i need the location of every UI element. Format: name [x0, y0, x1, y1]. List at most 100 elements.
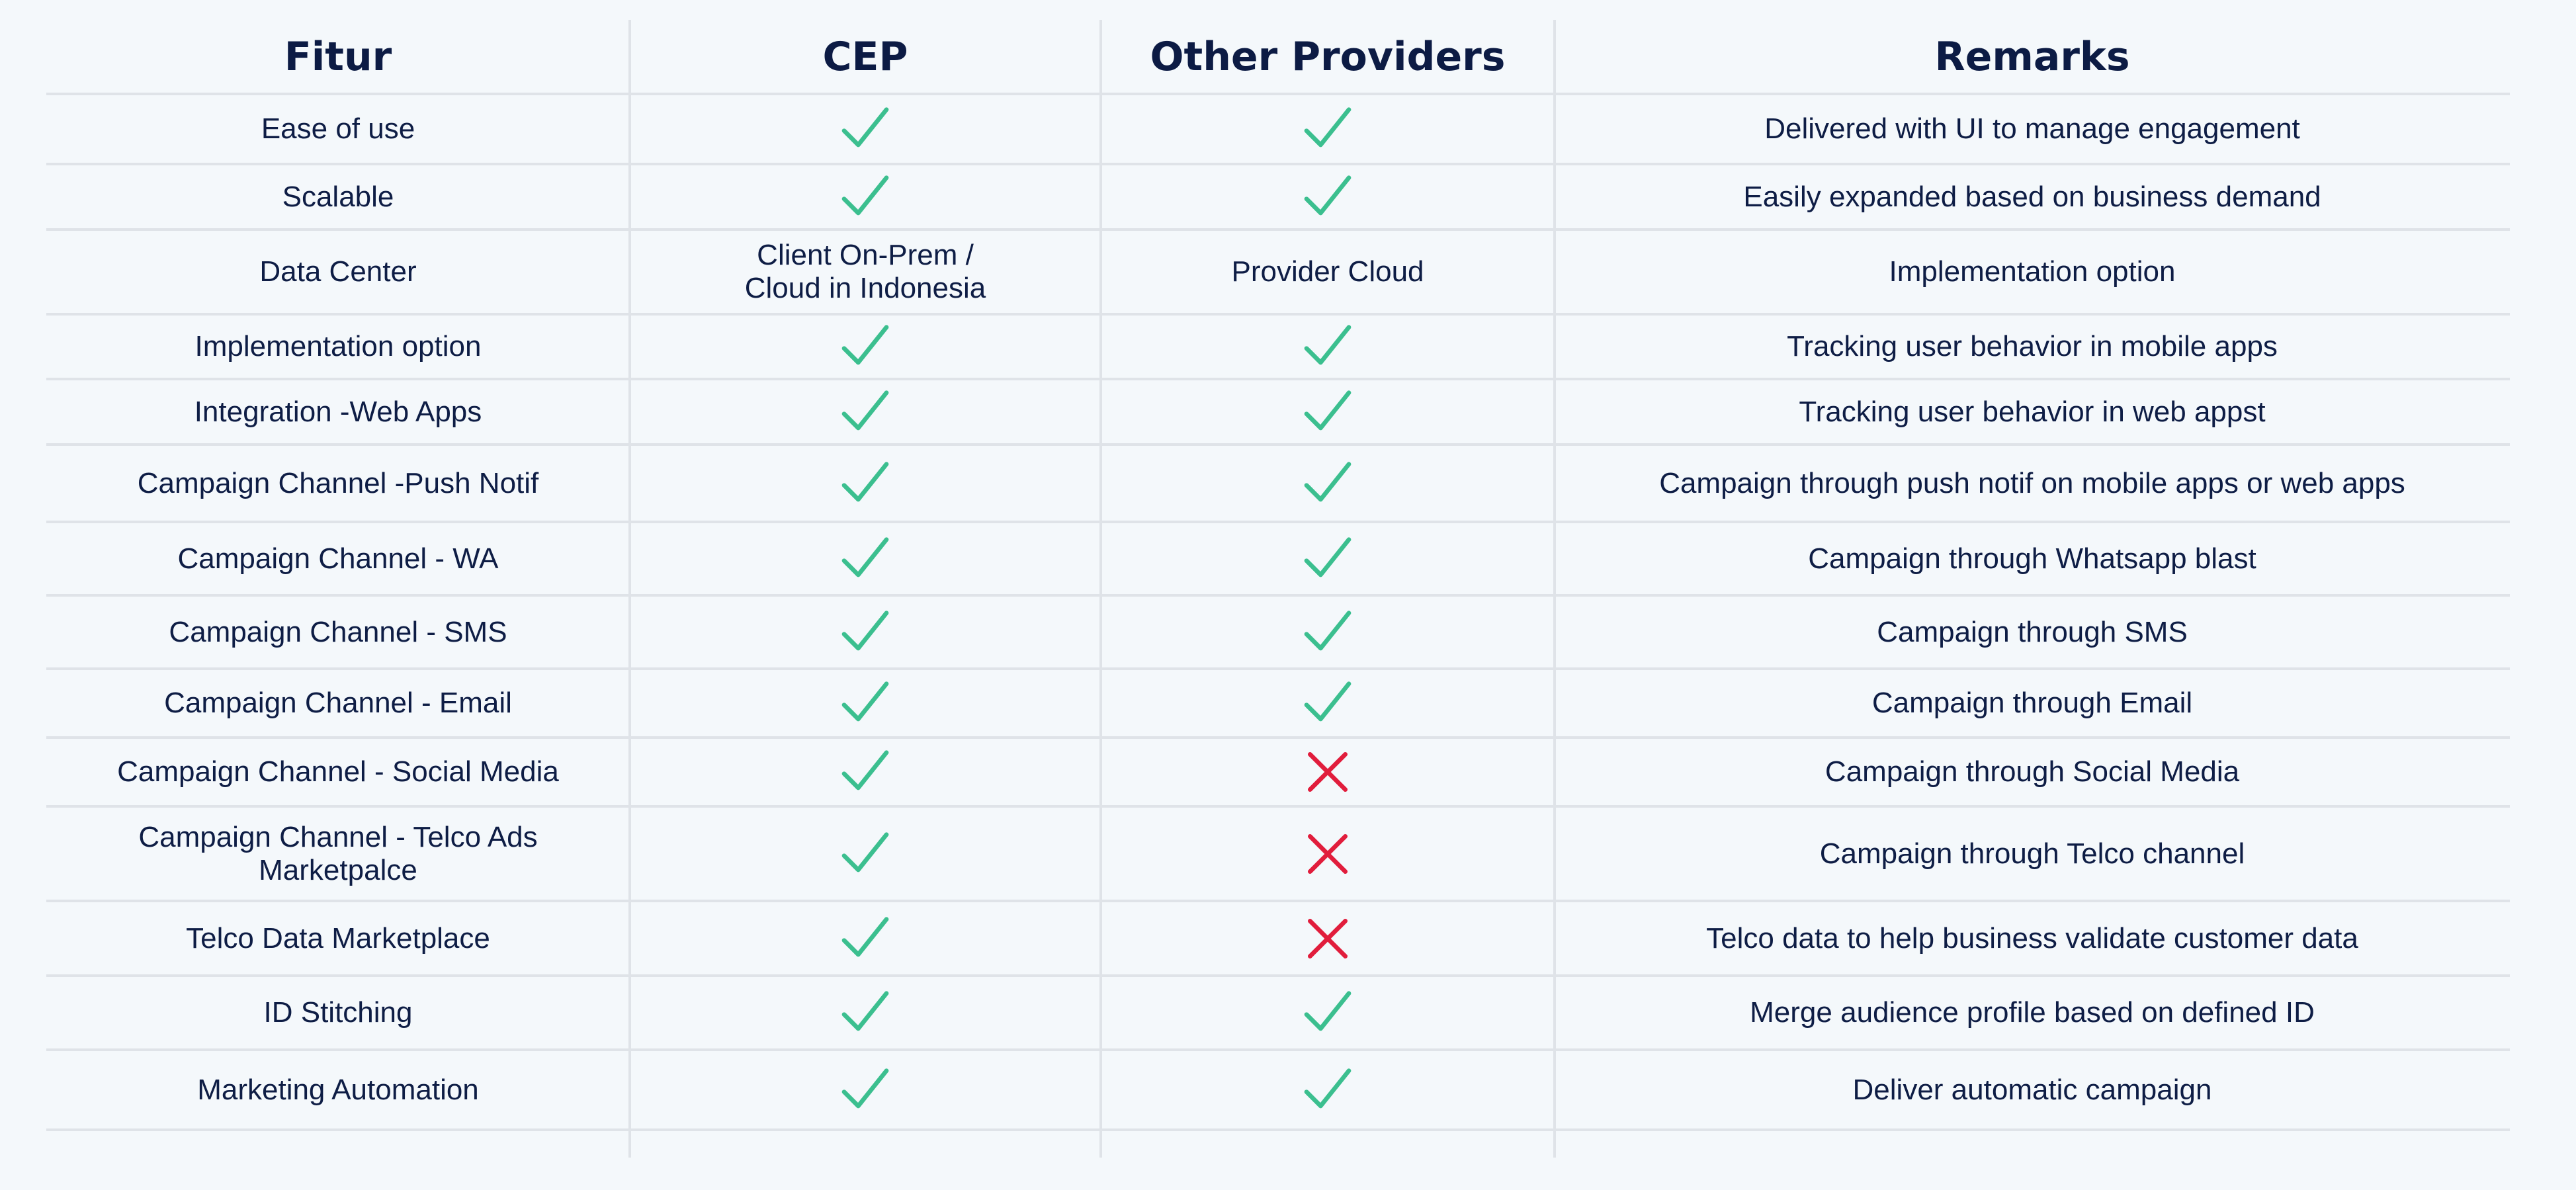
feature-cell-text: Campaign Channel - Email — [164, 687, 512, 719]
remarks-cell: Deliver automatic campaign — [1555, 1050, 2510, 1130]
column-header: Remarks — [1934, 34, 2130, 80]
other-providers-cell — [1101, 669, 1555, 738]
other-providers-cell — [1101, 806, 1555, 901]
row-divider — [46, 313, 2510, 316]
row-divider — [46, 228, 2510, 231]
row-divider — [46, 736, 2510, 739]
other-providers-cell — [1101, 379, 1555, 445]
row-divider — [46, 667, 2510, 670]
cep-cell — [630, 379, 1101, 445]
check-icon — [839, 532, 892, 585]
row-divider — [46, 443, 2510, 446]
feature-cell: Ease of use — [46, 94, 630, 164]
remarks-cell-text: Campaign through Social Media — [1825, 755, 2240, 788]
column-divider — [1099, 20, 1102, 1158]
cep-cell: Client On-Prem / Cloud in Indonesia — [630, 230, 1101, 314]
feature-cell-text: Implementation option — [194, 330, 482, 362]
other-providers-cell — [1101, 1050, 1555, 1130]
remarks-cell-text: Deliver automatic campaign — [1852, 1073, 2212, 1106]
check-icon — [1301, 457, 1354, 510]
check-icon — [839, 986, 892, 1039]
feature-cell: Campaign Channel - Social Media — [46, 738, 630, 806]
check-icon — [1301, 103, 1354, 155]
cep-cell — [630, 445, 1101, 522]
check-icon — [1301, 606, 1354, 659]
remarks-cell: Merge audience profile based on defined … — [1555, 976, 2510, 1050]
other-providers-cell — [1101, 901, 1555, 976]
feature-cell-text: Ease of use — [261, 112, 415, 145]
cep-cell — [630, 806, 1101, 901]
check-icon — [839, 912, 892, 965]
cep-cell — [630, 901, 1101, 976]
check-icon — [839, 828, 892, 880]
feature-cell-text: Campaign Channel - Telco Ads Marketpalce — [138, 820, 538, 886]
remarks-cell: Campaign through Social Media — [1555, 738, 2510, 806]
feature-cell: Integration -Web Apps — [46, 379, 630, 445]
check-icon — [839, 1064, 892, 1117]
remarks-cell: Telco data to help business validate cus… — [1555, 901, 2510, 976]
cross-icon — [1301, 828, 1354, 880]
other-providers-cell — [1101, 445, 1555, 522]
remarks-cell-text: Campaign through Telco channel — [1819, 837, 2245, 870]
row-divider — [46, 93, 2510, 95]
feature-cell-text: Marketing Automation — [197, 1073, 479, 1106]
feature-cell: Campaign Channel - SMS — [46, 595, 630, 669]
cep-cell — [630, 1050, 1101, 1130]
row-divider — [46, 1048, 2510, 1051]
cep-cell — [630, 164, 1101, 230]
other-providers-cell-text: Provider Cloud — [1231, 255, 1424, 288]
cep-cell — [630, 669, 1101, 738]
remarks-cell-text: Tracking user behavior in web appst — [1799, 395, 2266, 428]
row-divider — [46, 805, 2510, 808]
other-providers-cell — [1101, 976, 1555, 1050]
cep-cell — [630, 522, 1101, 595]
cep-cell-text: Client On-Prem / Cloud in Indonesia — [744, 239, 986, 304]
column-divider — [1553, 20, 1556, 1158]
other-providers-cell: Provider Cloud — [1101, 230, 1555, 314]
feature-cell-text: Scalable — [282, 180, 394, 213]
feature-cell: Campaign Channel - WA — [46, 522, 630, 595]
feature-cell-text: Data Center — [259, 255, 417, 288]
feature-cell-text: Campaign Channel - WA — [177, 542, 499, 575]
feature-cell: Data Center — [46, 230, 630, 314]
remarks-cell: Campaign through SMS — [1555, 595, 2510, 669]
feature-cell: Campaign Channel -Push Notif — [46, 445, 630, 522]
column-header: Fitur — [284, 34, 392, 80]
cep-cell — [630, 595, 1101, 669]
feature-cell: Scalable — [46, 164, 630, 230]
column-header: Other Providers — [1150, 34, 1506, 80]
remarks-cell-text: Merge audience profile based on defined … — [1750, 996, 2315, 1029]
check-icon — [1301, 1064, 1354, 1117]
row-divider — [46, 378, 2510, 380]
remarks-cell: Delivered with UI to manage engagement — [1555, 94, 2510, 164]
feature-cell: Marketing Automation — [46, 1050, 630, 1130]
check-icon — [839, 386, 892, 439]
other-providers-cell — [1101, 522, 1555, 595]
row-divider — [46, 521, 2510, 523]
remarks-cell-text: Campaign through Whatsapp blast — [1808, 542, 2256, 575]
other-providers-cell — [1101, 595, 1555, 669]
check-icon — [839, 320, 892, 373]
cep-cell — [630, 738, 1101, 806]
row-divider — [46, 974, 2510, 977]
cep-cell — [630, 976, 1101, 1050]
feature-cell: Telco Data Marketplace — [46, 901, 630, 976]
row-divider — [46, 594, 2510, 597]
cep-cell — [630, 314, 1101, 379]
row-divider — [46, 163, 2510, 165]
remarks-cell: Campaign through Whatsapp blast — [1555, 522, 2510, 595]
remarks-cell-text: Implementation option — [1889, 255, 2176, 288]
feature-cell: Campaign Channel - Email — [46, 669, 630, 738]
other-providers-cell — [1101, 738, 1555, 806]
check-icon — [839, 677, 892, 730]
other-providers-cell — [1101, 164, 1555, 230]
check-icon — [839, 745, 892, 798]
remarks-cell: Campaign through Telco channel — [1555, 806, 2510, 901]
remarks-cell: Tracking user behavior in mobile apps — [1555, 314, 2510, 379]
remarks-cell: Campaign through push notif on mobile ap… — [1555, 445, 2510, 522]
feature-cell: ID Stitching — [46, 976, 630, 1050]
check-icon — [839, 457, 892, 510]
feature-cell-text: Telco Data Marketplace — [186, 921, 490, 955]
check-icon — [1301, 677, 1354, 730]
check-icon — [1301, 386, 1354, 439]
